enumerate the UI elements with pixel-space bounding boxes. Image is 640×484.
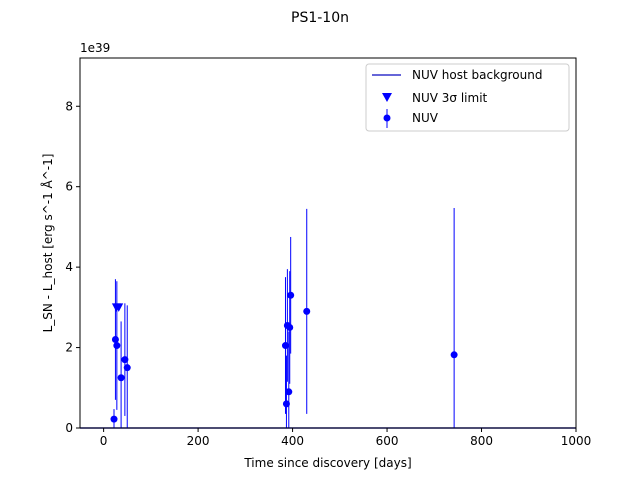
nuv-point-5 <box>123 364 131 372</box>
nuv-point-13 <box>450 351 458 359</box>
y-offset-label: 1e39 <box>80 41 110 55</box>
y-axis: 0 2 4 6 8 <box>65 99 80 435</box>
nuv-point-11 <box>287 291 295 299</box>
nuv-upper-limits <box>111 303 124 312</box>
legend-limit-marker <box>382 93 392 102</box>
y-tick-label-0: 0 <box>65 421 73 435</box>
x-tick-label-800: 800 <box>470 434 493 448</box>
y-tick-label-4: 4 <box>65 260 73 274</box>
x-tick-label-600: 600 <box>376 434 399 448</box>
x-tick-label-200: 200 <box>187 434 210 448</box>
nuv-point-12 <box>303 307 311 315</box>
nuv-point-7 <box>282 400 290 408</box>
legend: NUV host background NUV 3σ limit NUV <box>365 63 570 132</box>
x-tick-label-1000: 1000 <box>561 434 592 448</box>
nuv-point-3 <box>117 374 125 382</box>
nuv-point-1 <box>111 336 119 344</box>
x-axis: 0 200 400 600 800 1000 <box>100 428 591 448</box>
nuv-point-4 <box>121 356 129 364</box>
y-tick-label-6: 6 <box>65 180 73 194</box>
nuv-errorbars <box>113 208 455 428</box>
nuv-limit-1 <box>114 303 124 312</box>
legend-nuv-marker <box>383 114 391 122</box>
y-axis-label: L_SN - L_host [erg s^-1 Å^-1] <box>40 154 55 333</box>
legend-host-label: NUV host background <box>412 68 542 82</box>
legend-limit-label: NUV 3σ limit <box>412 91 488 105</box>
plot-frame <box>79 57 577 429</box>
legend-box <box>365 63 570 132</box>
nuv-point-2 <box>113 342 121 350</box>
legend-nuv-label: NUV <box>412 111 439 125</box>
nuv-point-9 <box>285 388 293 396</box>
chart-title: PS1-10n <box>291 10 349 26</box>
y-tick-label-2: 2 <box>65 341 73 355</box>
nuv-point-6 <box>281 342 289 350</box>
x-tick-label-400: 400 <box>281 434 304 448</box>
x-axis-label: Time since discovery [days] <box>243 456 411 470</box>
y-tick-label-8: 8 <box>65 99 73 113</box>
plot-area <box>80 208 576 429</box>
nuv-points <box>110 291 458 423</box>
nuv-point-10 <box>286 323 294 331</box>
x-tick-label-0: 0 <box>100 434 108 448</box>
nuv-point-0 <box>110 415 118 423</box>
